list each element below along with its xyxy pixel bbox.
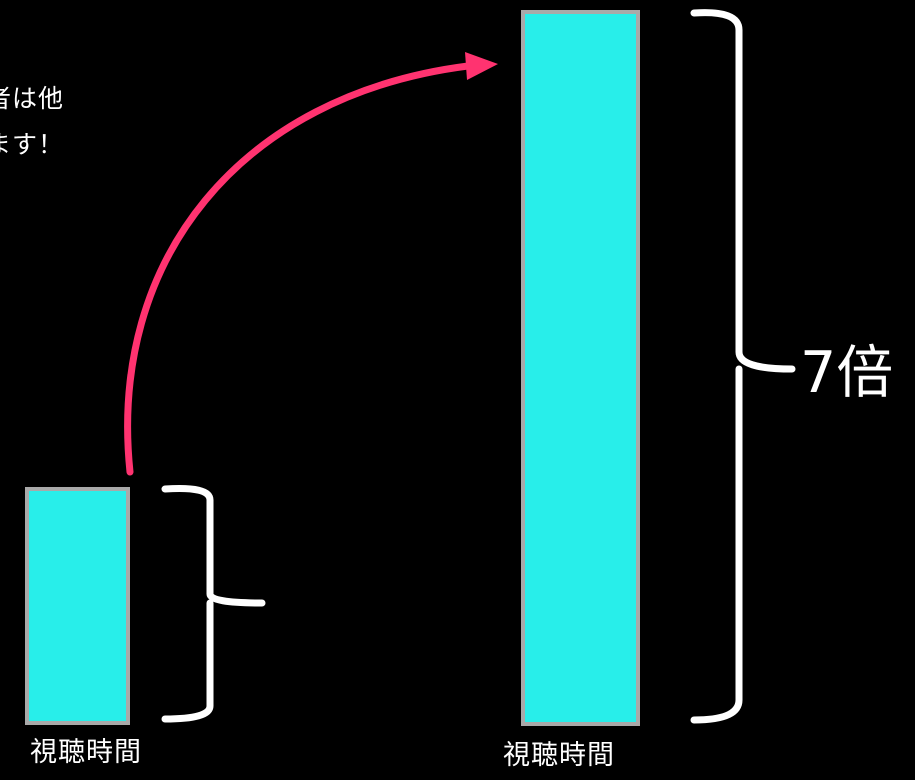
caption-line-2: します！ [0,130,65,159]
right-bar-label: 視聴時間 [503,740,615,771]
bar-right [521,10,640,726]
bar-left [25,487,130,725]
caption-line-1: 聴者は他 [0,84,65,113]
curved-arrow-icon [124,52,498,476]
multiplier-label: 7倍 [800,340,894,406]
left-bar-label: 視聴時間 [30,737,142,768]
left-curly-brace-icon [161,485,266,723]
right-curly-brace-icon [690,9,796,724]
